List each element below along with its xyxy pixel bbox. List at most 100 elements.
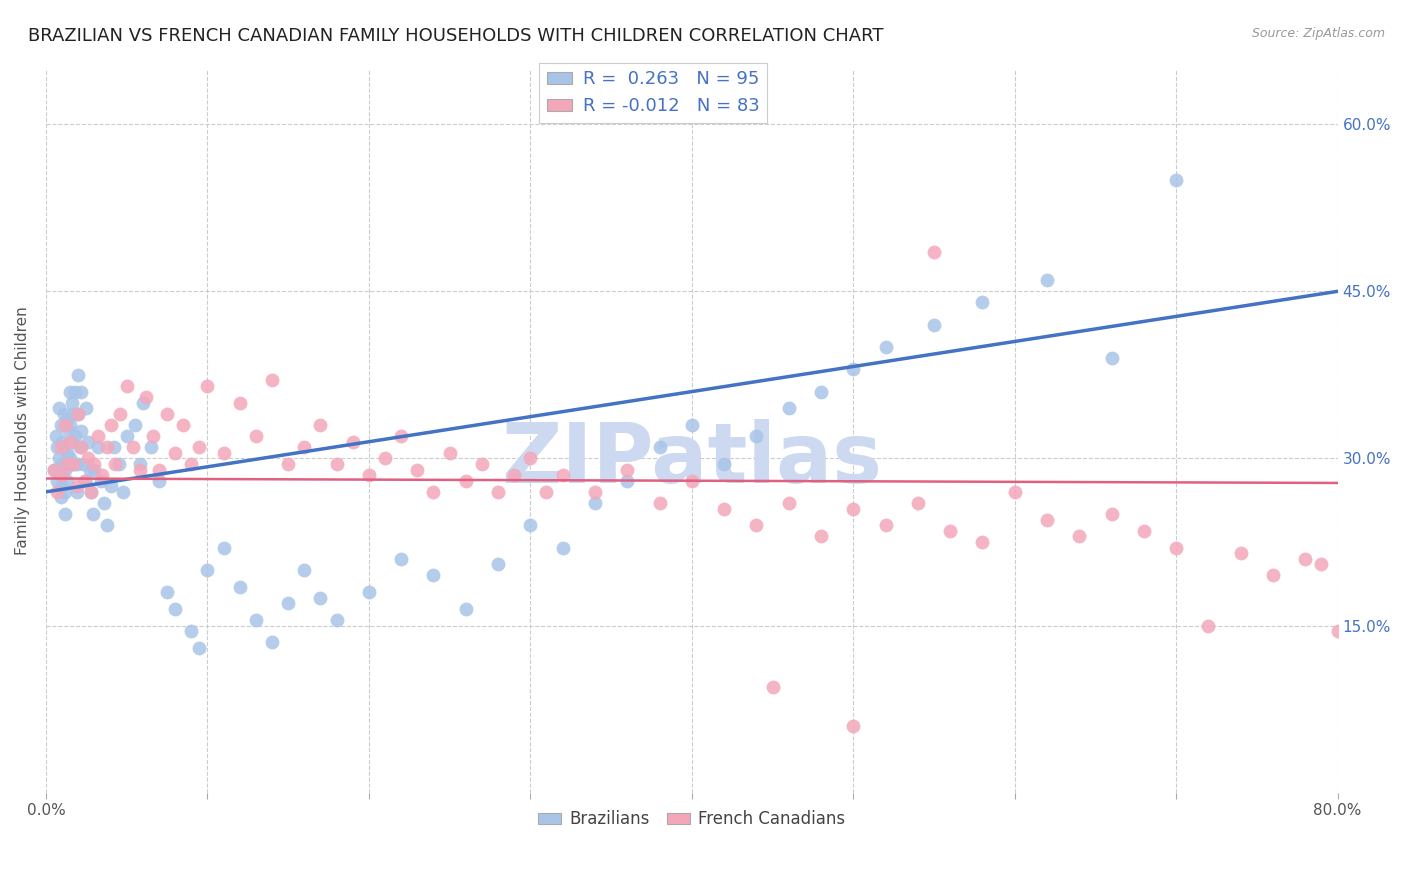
Point xyxy=(648,440,671,454)
Point xyxy=(51,457,73,471)
Legend: Brazilians, French Canadians: Brazilians, French Canadians xyxy=(531,804,852,835)
Point xyxy=(972,535,994,549)
Point xyxy=(75,401,97,416)
Point xyxy=(1261,568,1284,582)
Point xyxy=(1198,618,1220,632)
Point xyxy=(56,446,79,460)
Point xyxy=(842,501,865,516)
Point xyxy=(454,602,477,616)
Point xyxy=(107,457,129,471)
Point xyxy=(52,407,75,421)
Point xyxy=(53,484,76,499)
Point xyxy=(583,484,606,499)
Point xyxy=(212,446,235,460)
Point xyxy=(342,434,364,449)
Point xyxy=(551,541,574,555)
Point xyxy=(82,507,104,521)
Point xyxy=(66,479,89,493)
Point xyxy=(51,434,73,449)
Point xyxy=(1166,541,1188,555)
Point xyxy=(454,474,477,488)
Point xyxy=(551,468,574,483)
Point xyxy=(100,479,122,493)
Point xyxy=(486,484,509,499)
Point xyxy=(62,457,84,471)
Point xyxy=(165,602,187,616)
Point xyxy=(875,518,897,533)
Point xyxy=(325,613,347,627)
Point xyxy=(1069,529,1091,543)
Point xyxy=(1229,546,1251,560)
Point xyxy=(46,440,69,454)
Point xyxy=(96,440,118,454)
Point xyxy=(53,417,76,432)
Point xyxy=(100,417,122,432)
Point xyxy=(60,434,83,449)
Point xyxy=(67,407,90,421)
Point xyxy=(583,496,606,510)
Point xyxy=(86,440,108,454)
Point xyxy=(66,457,89,471)
Point xyxy=(842,719,865,733)
Point xyxy=(842,362,865,376)
Point xyxy=(56,412,79,426)
Point xyxy=(197,563,219,577)
Point xyxy=(80,484,103,499)
Point xyxy=(59,384,82,399)
Point xyxy=(778,401,800,416)
Point xyxy=(60,395,83,409)
Point xyxy=(96,518,118,533)
Point xyxy=(73,474,96,488)
Point xyxy=(49,417,72,432)
Point xyxy=(51,468,73,483)
Point xyxy=(79,462,101,476)
Point xyxy=(139,440,162,454)
Point xyxy=(80,484,103,499)
Point xyxy=(616,474,638,488)
Point xyxy=(745,518,768,533)
Point xyxy=(62,407,84,421)
Point xyxy=(1294,551,1316,566)
Point xyxy=(63,384,86,399)
Point xyxy=(422,484,444,499)
Point xyxy=(67,407,90,421)
Point xyxy=(357,585,380,599)
Point xyxy=(103,440,125,454)
Point xyxy=(180,624,202,639)
Point xyxy=(907,496,929,510)
Point xyxy=(681,417,703,432)
Point xyxy=(292,440,315,454)
Point xyxy=(49,468,72,483)
Point xyxy=(83,462,105,476)
Point xyxy=(128,462,150,476)
Point xyxy=(141,429,163,443)
Point xyxy=(48,451,70,466)
Point xyxy=(260,374,283,388)
Point xyxy=(49,440,72,454)
Point xyxy=(42,462,65,476)
Point xyxy=(1036,273,1059,287)
Point xyxy=(156,407,179,421)
Point xyxy=(165,446,187,460)
Point xyxy=(277,457,299,471)
Point xyxy=(357,468,380,483)
Point xyxy=(148,474,170,488)
Point xyxy=(122,440,145,454)
Point xyxy=(389,429,412,443)
Y-axis label: Family Households with Children: Family Households with Children xyxy=(15,306,30,555)
Point xyxy=(778,496,800,510)
Point xyxy=(713,457,735,471)
Point xyxy=(389,551,412,566)
Point xyxy=(46,474,69,488)
Point xyxy=(536,484,558,499)
Point xyxy=(1133,524,1156,538)
Text: Source: ZipAtlas.com: Source: ZipAtlas.com xyxy=(1251,27,1385,40)
Point xyxy=(245,613,267,627)
Point xyxy=(93,496,115,510)
Point xyxy=(135,390,157,404)
Point xyxy=(91,468,114,483)
Point xyxy=(292,563,315,577)
Point xyxy=(1036,513,1059,527)
Point xyxy=(1326,624,1348,639)
Point xyxy=(374,451,396,466)
